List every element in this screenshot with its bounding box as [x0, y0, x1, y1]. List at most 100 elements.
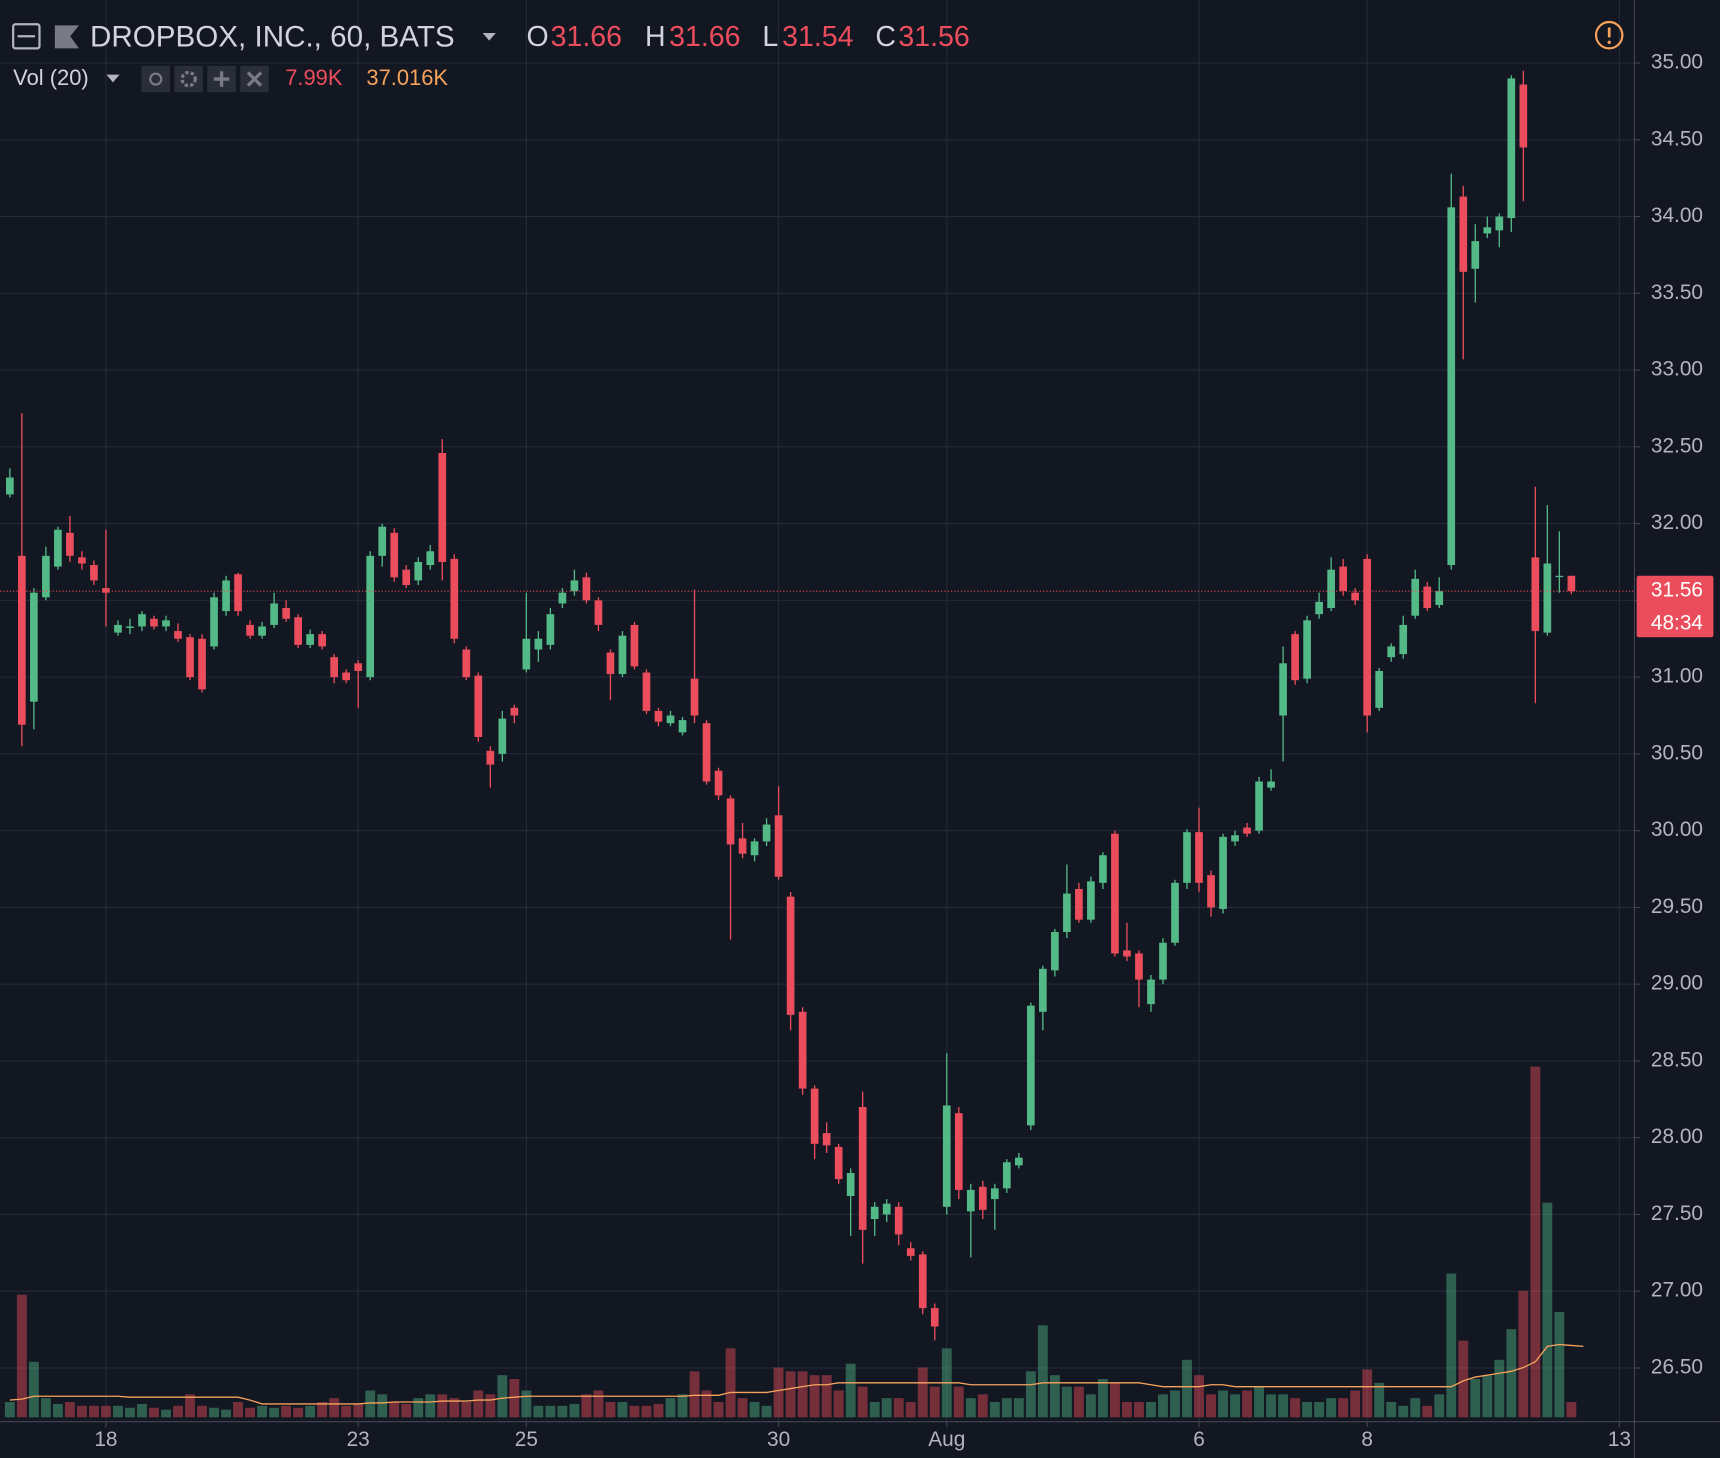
volume-bar	[869, 1401, 880, 1418]
volume-ma-line	[9, 1343, 1584, 1405]
candle-body	[1195, 832, 1203, 883]
volume-bar	[557, 1405, 568, 1418]
volume-bar	[773, 1367, 784, 1418]
volume-bar	[857, 1386, 868, 1418]
candle-body	[822, 1133, 831, 1146]
candle-body	[750, 841, 759, 856]
candle-body	[246, 624, 254, 636]
volume-bar	[64, 1401, 75, 1418]
candle-body	[642, 672, 651, 711]
settings-icon	[180, 70, 197, 88]
candle-body	[1159, 942, 1167, 980]
volume-bar	[929, 1386, 940, 1418]
volume-bar	[1530, 1066, 1541, 1418]
candle-body	[618, 635, 627, 675]
volume-bar	[1158, 1394, 1168, 1418]
alert-icon[interactable]	[1594, 20, 1624, 50]
volume-bar	[1350, 1390, 1361, 1418]
volume-bar	[785, 1371, 796, 1418]
candle-body	[426, 551, 435, 566]
flag-icon[interactable]	[54, 25, 79, 49]
candle-body	[762, 824, 771, 842]
settings-button[interactable]	[174, 65, 203, 93]
candle-body	[378, 526, 387, 556]
volume-bar	[1434, 1394, 1445, 1418]
volume-bar	[1182, 1359, 1192, 1418]
volume-bar	[1025, 1371, 1036, 1418]
volume-bar	[1374, 1382, 1385, 1418]
candle-body	[522, 638, 531, 670]
volume-bar	[40, 1398, 51, 1418]
candle-body	[906, 1248, 915, 1256]
candle-body	[666, 715, 675, 724]
volume-bar	[569, 1403, 580, 1418]
volume-bar	[221, 1409, 231, 1418]
x-tick-label: 30	[767, 1428, 790, 1451]
candle-body	[882, 1203, 891, 1215]
volume-bar	[1326, 1398, 1337, 1418]
dropdown-arrow[interactable]	[482, 32, 496, 41]
volume-bar	[845, 1363, 856, 1418]
candle-body	[258, 626, 266, 636]
candle-body	[1063, 893, 1071, 932]
candle-body	[330, 657, 339, 678]
volume-bar	[1242, 1390, 1252, 1418]
candle-body	[930, 1308, 939, 1327]
candle-body	[90, 565, 98, 581]
chart-title[interactable]: DROPBOX, INC., 60, BATS	[90, 20, 455, 53]
remove-icon	[246, 71, 263, 87]
volume-bar	[533, 1405, 544, 1418]
volume-bar	[797, 1371, 808, 1418]
indicator-title[interactable]: Vol (20)	[13, 65, 89, 90]
volume-bar	[749, 1401, 760, 1418]
volume-bar	[1085, 1394, 1096, 1418]
y-tick-label: 32.00	[1651, 511, 1703, 534]
volume-bar	[1109, 1382, 1120, 1418]
y-tick-label: 33.00	[1651, 358, 1703, 381]
volume-bar	[1206, 1394, 1216, 1418]
volume-bar	[269, 1407, 280, 1418]
volume-bar	[437, 1394, 448, 1418]
candle-body	[1531, 557, 1540, 632]
candle-body	[1207, 875, 1215, 908]
candle-body	[1183, 832, 1191, 883]
candle-body	[1135, 953, 1143, 980]
volume-bar	[52, 1403, 63, 1418]
visibility-icon	[149, 72, 163, 86]
visibility-button[interactable]	[141, 65, 171, 93]
candle-body	[1495, 216, 1504, 231]
volume-bar	[509, 1378, 520, 1418]
collapse-icon[interactable]	[12, 23, 41, 50]
candle-body	[846, 1173, 855, 1197]
x-tick-label: 8	[1361, 1428, 1373, 1451]
volume-bar	[1146, 1401, 1156, 1418]
candle-body	[1002, 1162, 1011, 1189]
candle-body	[1123, 950, 1131, 957]
candle-body	[1014, 1157, 1023, 1166]
candle-body	[1279, 663, 1287, 716]
volume-bar	[521, 1390, 532, 1418]
candle-body	[414, 561, 423, 581]
volume-bar	[1506, 1329, 1517, 1418]
x-tick-label: 6	[1193, 1428, 1205, 1451]
candle-body	[942, 1105, 951, 1207]
candle-body	[462, 649, 471, 678]
candle-body	[654, 710, 663, 722]
volume-bar	[305, 1405, 316, 1418]
volume-bar	[641, 1405, 652, 1418]
x-tick-label: 13	[1608, 1428, 1631, 1451]
volume-bar	[905, 1401, 916, 1418]
volume-bar	[1494, 1359, 1505, 1418]
volume-bar	[113, 1405, 123, 1418]
volume-bar	[1001, 1398, 1012, 1418]
candle-body	[1231, 835, 1239, 842]
volume-bar	[1458, 1340, 1469, 1418]
dropdown-arrow[interactable]	[106, 74, 120, 83]
candle-body	[1363, 558, 1372, 716]
candle-body	[1483, 227, 1492, 234]
volume-bar	[1230, 1394, 1240, 1418]
candle-body	[774, 815, 783, 877]
candle-body	[186, 637, 194, 678]
candle-body	[1339, 566, 1347, 592]
